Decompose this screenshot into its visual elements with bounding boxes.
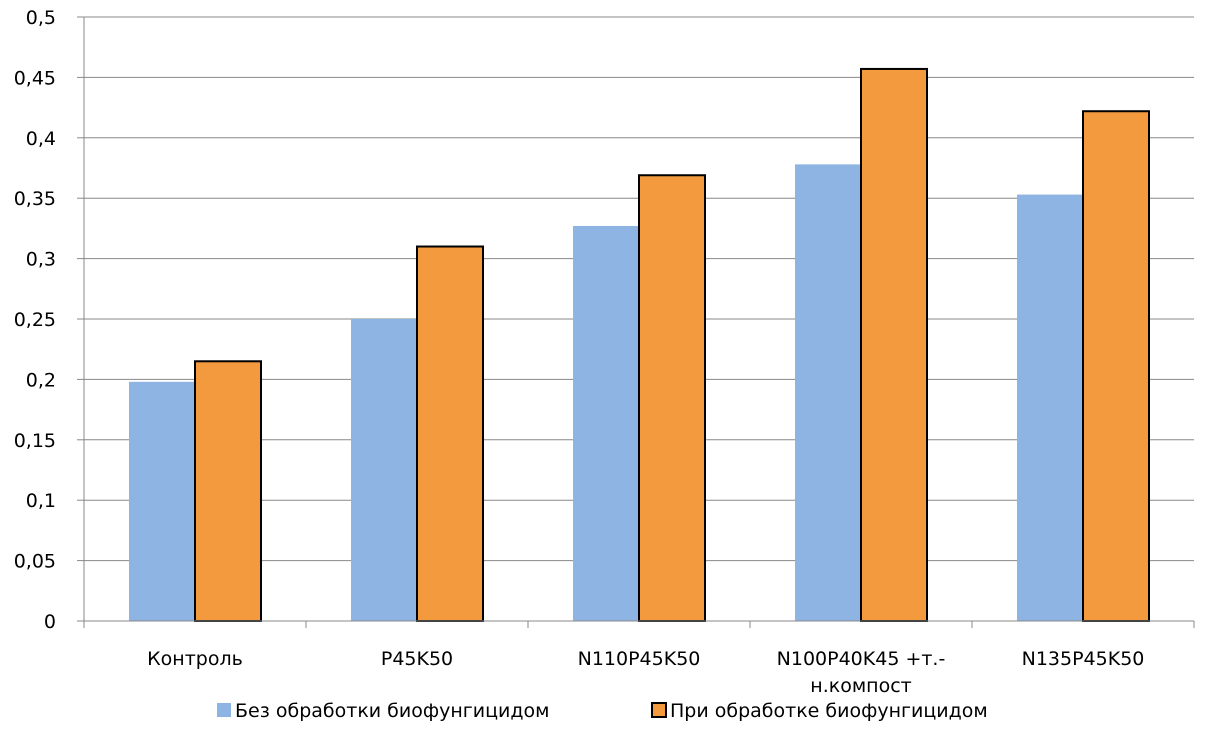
x-category-label: P45K50 — [381, 648, 453, 670]
bars — [129, 67, 1150, 623]
bar-series-1 — [1017, 194, 1083, 622]
legend-swatch-series-1 — [217, 703, 231, 717]
bar-series-2 — [416, 245, 484, 623]
bar-series-1 — [129, 381, 195, 621]
y-tick-label: 0,4 — [26, 128, 56, 150]
y-tick-label: 0,2 — [26, 369, 56, 391]
bar-series-2 — [194, 360, 262, 622]
legend: Без обработки биофунгицидом При обработке… — [217, 700, 988, 722]
y-tick-label: 0,25 — [14, 309, 56, 331]
bar-series-2 — [638, 174, 706, 623]
legend-label-series-2: При обработке биофунгицидом — [670, 700, 988, 722]
y-tick-label: 0,15 — [14, 430, 56, 452]
bar-series-1 — [795, 164, 861, 621]
y-tick-label: 0,1 — [26, 490, 56, 512]
legend-swatch-series-2 — [651, 702, 667, 718]
bar-series-2 — [860, 67, 928, 623]
x-category-label: н.компост — [810, 675, 911, 697]
y-tick-label: 0,05 — [14, 551, 56, 573]
y-tick-label: 0 — [44, 611, 56, 633]
axes — [77, 16, 1195, 628]
x-category-label: N100P40K45 +т.- — [777, 648, 946, 670]
x-category-labels: Контроль P45K50 N110P45K50 N100P40K45 +т.- н… — [147, 648, 1144, 697]
x-category-label: N110P45K50 — [578, 648, 701, 670]
bar-series-1 — [351, 319, 417, 621]
y-tick-label: 0,5 — [26, 7, 56, 29]
legend-label-series-1: Без обработки биофунгицидом — [235, 700, 550, 722]
y-tick-label: 0,3 — [26, 249, 56, 271]
y-tick-label: 0,45 — [14, 67, 56, 89]
y-tick-labels: 0 0,05 0,1 0,15 0,2 0,25 0,3 0,35 0,4 0,45 0,5 — [14, 7, 56, 633]
x-category-label: Контроль — [147, 648, 243, 670]
x-category-label: N135P45K50 — [1022, 648, 1145, 670]
y-tick-label: 0,35 — [14, 188, 56, 210]
bar-series-1 — [573, 225, 639, 621]
bar-series-2 — [1082, 110, 1150, 622]
